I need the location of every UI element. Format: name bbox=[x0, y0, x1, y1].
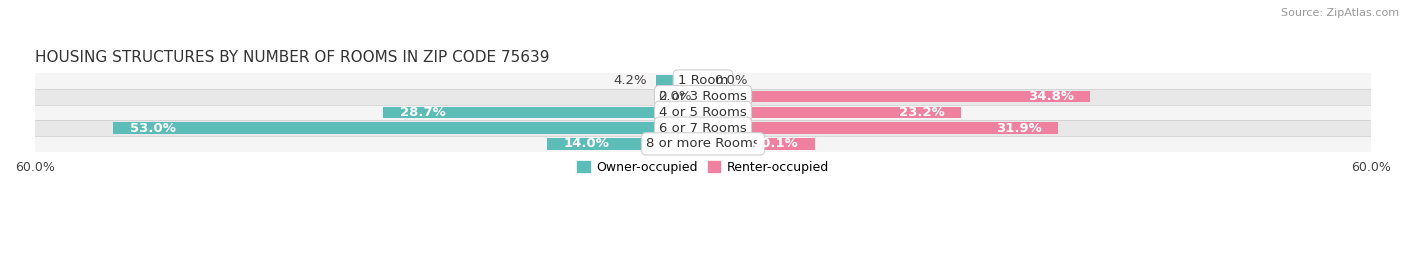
Text: 14.0%: 14.0% bbox=[564, 137, 610, 150]
Text: 4 or 5 Rooms: 4 or 5 Rooms bbox=[659, 106, 747, 119]
Text: 6 or 7 Rooms: 6 or 7 Rooms bbox=[659, 122, 747, 135]
Text: 28.7%: 28.7% bbox=[401, 106, 446, 119]
Text: 2 or 3 Rooms: 2 or 3 Rooms bbox=[659, 90, 747, 103]
Bar bbox=[35, 89, 1371, 105]
Text: 1 Room: 1 Room bbox=[678, 75, 728, 87]
Bar bbox=[384, 107, 703, 118]
Text: 23.2%: 23.2% bbox=[898, 106, 945, 119]
Bar bbox=[35, 136, 1371, 152]
Text: 10.1%: 10.1% bbox=[754, 137, 799, 150]
Bar bbox=[35, 73, 1371, 89]
Text: 0.0%: 0.0% bbox=[714, 75, 748, 87]
Bar bbox=[703, 91, 1091, 102]
Text: HOUSING STRUCTURES BY NUMBER OF ROOMS IN ZIP CODE 75639: HOUSING STRUCTURES BY NUMBER OF ROOMS IN… bbox=[35, 50, 550, 65]
Bar bbox=[112, 122, 703, 134]
Text: 4.2%: 4.2% bbox=[613, 75, 647, 87]
Bar bbox=[35, 105, 1371, 120]
Bar bbox=[703, 138, 815, 150]
Bar bbox=[703, 122, 1059, 134]
Text: 34.8%: 34.8% bbox=[1028, 90, 1074, 103]
Legend: Owner-occupied, Renter-occupied: Owner-occupied, Renter-occupied bbox=[572, 155, 834, 179]
Text: 53.0%: 53.0% bbox=[129, 122, 176, 135]
Text: Source: ZipAtlas.com: Source: ZipAtlas.com bbox=[1281, 8, 1399, 18]
Bar bbox=[703, 107, 962, 118]
Text: 0.0%: 0.0% bbox=[658, 90, 692, 103]
Text: 8 or more Rooms: 8 or more Rooms bbox=[647, 137, 759, 150]
Bar bbox=[35, 120, 1371, 136]
Bar bbox=[547, 138, 703, 150]
Bar bbox=[657, 75, 703, 87]
Text: 31.9%: 31.9% bbox=[995, 122, 1042, 135]
